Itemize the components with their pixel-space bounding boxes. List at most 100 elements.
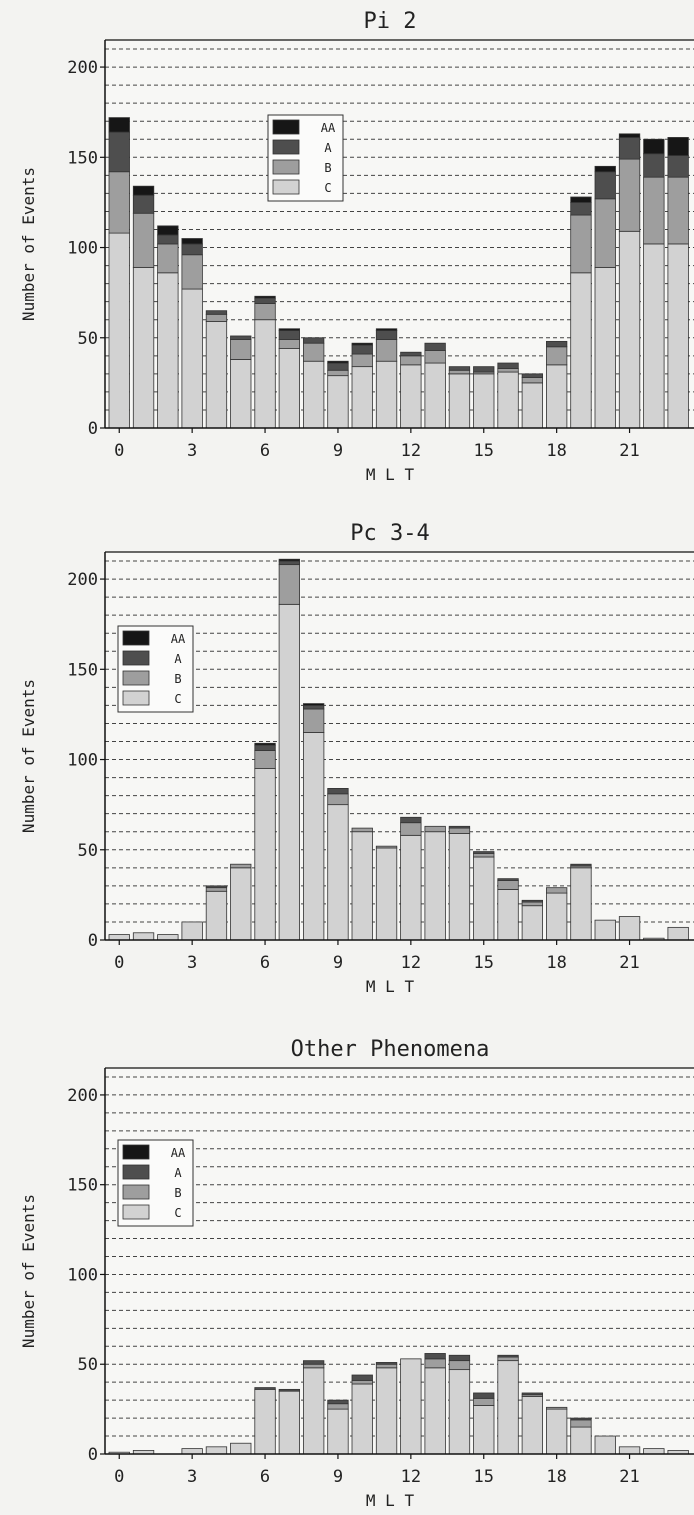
bar-segment-c-mlt-21 [618,1446,641,1455]
bar-segment-a-mlt-12 [400,351,422,357]
bar-segment-a-mlt-6 [254,744,276,751]
legend-label-b: B [174,1186,181,1200]
bar-segment-b-mlt-5 [230,863,252,869]
plot-area [105,552,694,940]
y-tick-label: 100 [67,1265,98,1285]
bar-segment-c-mlt-11 [375,1367,398,1455]
bar-segment-c-mlt-15 [473,1405,495,1455]
x-tick-label: 12 [401,953,421,973]
bar-segment-a-mlt-5 [230,335,252,340]
bar-segment-b-mlt-4 [205,313,228,322]
bar-segment-c-mlt-4 [205,321,228,429]
x-axis-label: M L T [366,1491,415,1510]
y-axis-label: Number of Events [19,167,38,321]
bar-segment-a-mlt-8 [302,337,325,344]
bar-segment-a-mlt-8 [302,704,325,710]
bar-segment-a-mlt-23 [667,155,689,178]
legend-label-b: B [324,161,331,175]
x-tick-label: 15 [474,1467,494,1487]
bar-segment-c-mlt-7 [278,348,301,429]
bar-segment-c-mlt-10 [351,1383,373,1455]
bar-segment-b-mlt-7 [278,339,301,349]
legend-label-c: C [174,1206,181,1220]
bar-segment-c-mlt-11 [375,847,398,941]
x-tick-label: 3 [187,441,197,461]
bar-segment-c-mlt-16 [497,889,519,941]
bar-segment-b-mlt-0 [108,171,130,234]
x-tick-label: 21 [619,1467,639,1487]
bar-segment-c-mlt-4 [205,890,228,941]
x-tick-label: 3 [187,1467,197,1487]
y-tick-label: 50 [78,1355,98,1375]
x-tick-label: 9 [333,441,343,461]
bar-segment-a-mlt-14 [448,825,471,829]
legend-swatch-c [122,690,150,706]
bar-segment-a-mlt-10 [351,1374,373,1381]
bar-segment-c-mlt-16 [497,1360,519,1455]
bar-segment-c-mlt-0 [108,232,130,429]
x-axis-label: M L T [366,977,415,996]
bar-segment-c-mlt-7 [278,603,301,941]
legend-label-aa: AA [171,632,186,646]
bar-segment-b-mlt-2 [157,243,179,274]
legend-swatch-aa [122,1144,150,1160]
x-tick-label: 15 [474,441,494,461]
bar-segment-b-mlt-9 [327,793,349,806]
bar-segment-a-mlt-22 [643,153,665,178]
bar-segment-c-mlt-0 [108,934,130,941]
bar-segment-c-mlt-8 [302,360,325,429]
bar-segment-a-mlt-17 [521,373,543,378]
bar-segment-c-mlt-21 [618,916,641,941]
chart-panel-2: 0 50 100 150 200 0 3 6 9 12 15 18 21 Pc 3-4 M L T Numbe… [19,521,694,996]
bar-segment-c-mlt-14 [448,833,471,941]
bar-segment-b-mlt-18 [546,1406,568,1410]
bar-segment-c-mlt-22 [643,243,665,429]
y-tick-label: 100 [67,751,98,771]
bar-segment-a-mlt-16 [497,362,519,369]
chart-title: Pc 3-4 [350,521,429,546]
legend-swatch-c [272,179,300,195]
bar-segment-b-mlt-8 [302,1363,325,1369]
bar-segment-b-mlt-17 [521,377,543,384]
bar-segment-b-mlt-9 [327,1403,349,1410]
chart-panel-1: 0 50 100 150 200 0 3 6 9 12 15 18 21 Pi 2 M L T Number … [19,9,694,484]
bar-segment-b-mlt-19 [570,1419,592,1428]
bar-segment-a-mlt-9 [327,362,349,371]
legend-swatch-aa [272,119,300,135]
y-tick-label: 100 [67,239,98,259]
bar-segment-c-mlt-5 [230,867,252,941]
bar-segment-a-mlt-16 [497,878,519,881]
bar-segment-c-mlt-7 [278,1390,301,1455]
bar-segment-a-mlt-21 [618,137,641,160]
bar-segment-a-mlt-17 [521,899,543,903]
bar-segment-c-mlt-2 [157,934,179,941]
bar-segment-c-mlt-16 [497,371,519,429]
bar-segment-b-mlt-15 [473,1397,495,1406]
y-tick-label: 200 [67,570,98,590]
x-tick-label: 0 [114,441,124,461]
bar-segment-c-mlt-20 [594,1435,616,1455]
bar-segment-c-mlt-9 [327,1408,349,1455]
bar-segment-a-mlt-11 [375,330,398,340]
y-tick-label: 50 [78,329,98,349]
bar-segment-b-mlt-16 [497,880,519,890]
legend-label-aa: AA [171,1146,186,1160]
bar-segment-c-mlt-15 [473,856,495,941]
bar-segment-b-mlt-8 [302,342,325,362]
bar-segment-b-mlt-19 [570,214,592,274]
bar-segment-c-mlt-17 [521,382,543,429]
y-tick-label: 0 [88,419,98,439]
bar-segment-a-mlt-19 [570,863,592,867]
bar-segment-c-mlt-10 [351,366,373,429]
bar-segment-c-mlt-8 [302,1367,325,1455]
bar-segment-c-mlt-13 [424,831,446,941]
x-tick-label: 18 [546,953,566,973]
bar-segment-c-mlt-11 [375,360,398,429]
bar-segment-b-mlt-13 [424,1358,446,1369]
x-axis-label: M L T [366,465,415,484]
bar-segment-c-mlt-23 [667,926,689,941]
bar-segment-a-mlt-4 [205,885,228,889]
bar-segment-b-mlt-1 [132,212,155,268]
